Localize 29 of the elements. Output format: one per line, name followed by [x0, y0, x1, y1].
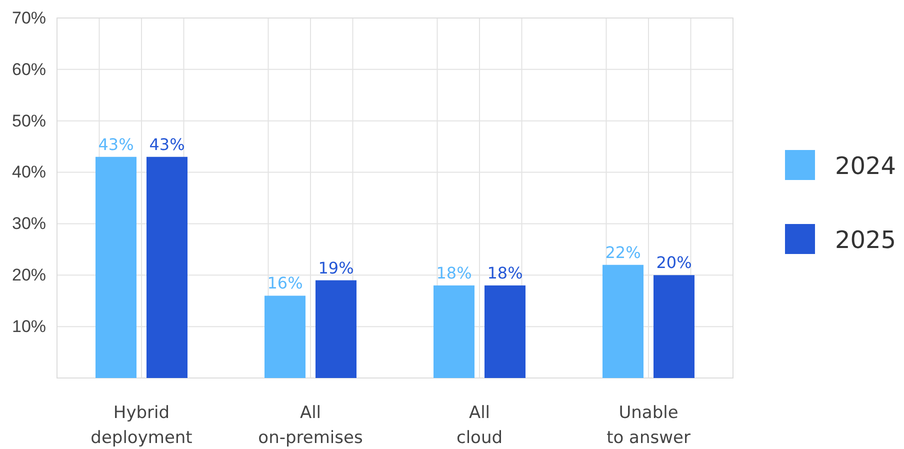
- bar: [434, 285, 474, 378]
- data-label: 43%: [98, 134, 134, 154]
- data-label: 43%: [149, 134, 185, 154]
- bar: [484, 285, 526, 378]
- data-label: 16%: [267, 274, 303, 293]
- bar: [316, 280, 356, 378]
- bar: [96, 156, 136, 378]
- legend-label: 2024: [835, 152, 896, 180]
- y-tick-label: 20%: [12, 266, 46, 285]
- y-tick-label: 50%: [12, 111, 46, 130]
- y-tick-label: 60%: [12, 60, 46, 79]
- x-tick-label: Unable to answer: [606, 403, 690, 448]
- data-label: 20%: [656, 253, 692, 272]
- x-tick-label: All cloud: [456, 403, 503, 448]
- x-tick-label: Hybrid deployment: [90, 403, 193, 448]
- data-label: 22%: [605, 242, 641, 262]
- y-tick-label: 10%: [12, 317, 46, 336]
- y-tick-label: 30%: [12, 214, 46, 234]
- x-tick-label: All on-premises: [258, 403, 363, 448]
- bar: [602, 264, 644, 378]
- data-label: 18%: [487, 263, 523, 282]
- bar: [146, 156, 188, 378]
- bar: [654, 275, 694, 378]
- legend-label: 2025: [835, 226, 896, 254]
- y-tick-label: 70%: [12, 8, 46, 28]
- y-tick-label: 40%: [12, 162, 46, 182]
- data-label: 19%: [318, 258, 354, 278]
- data-label: 18%: [436, 263, 472, 282]
- bar: [264, 296, 306, 378]
